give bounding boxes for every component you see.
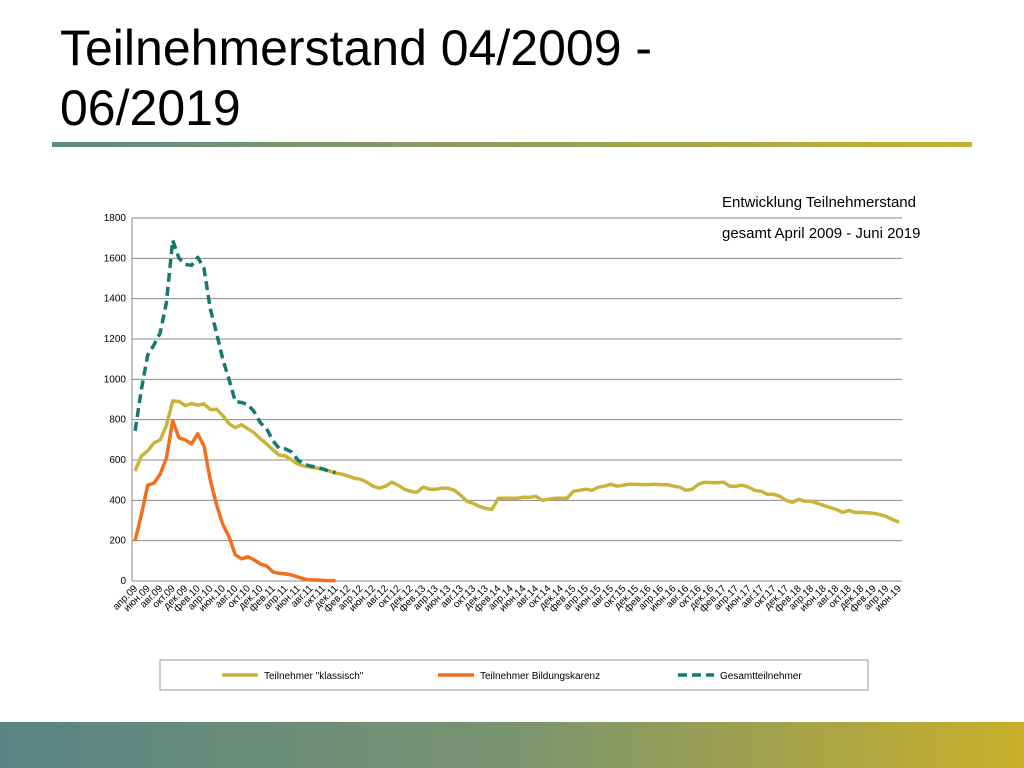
series-line (133, 238, 336, 475)
y-tick-label: 600 (109, 455, 126, 466)
legend-label: Teilnehmer "klassisch" (264, 671, 364, 682)
y-tick-label: 200 (109, 536, 126, 547)
y-tick-label: 1200 (104, 334, 127, 345)
chart-subtitle: gesamt April 2009 - Juni 2019 (722, 225, 920, 242)
legend-label: Gesamtteilnehmer (720, 671, 802, 682)
chart-title: Entwicklung Teilnehmerstand (722, 194, 916, 211)
footer-band (0, 722, 1024, 768)
y-tick-label: 1800 (104, 213, 127, 224)
y-tick-label: 800 (109, 415, 126, 426)
y-tick-label: 1600 (104, 253, 127, 264)
series-line (133, 399, 900, 524)
title-rule (52, 142, 972, 147)
y-tick-label: 400 (109, 495, 126, 506)
y-tick-label: 0 (120, 576, 126, 587)
slide-title: Teilnehmerstand 04/2009 - 06/2019 (60, 20, 653, 136)
legend-box (159, 659, 869, 691)
series-line (133, 418, 336, 583)
y-tick-label: 1400 (104, 294, 127, 305)
y-tick-label: 1000 (104, 374, 127, 385)
legend-label: Teilnehmer Bildungskarenz (480, 671, 600, 682)
